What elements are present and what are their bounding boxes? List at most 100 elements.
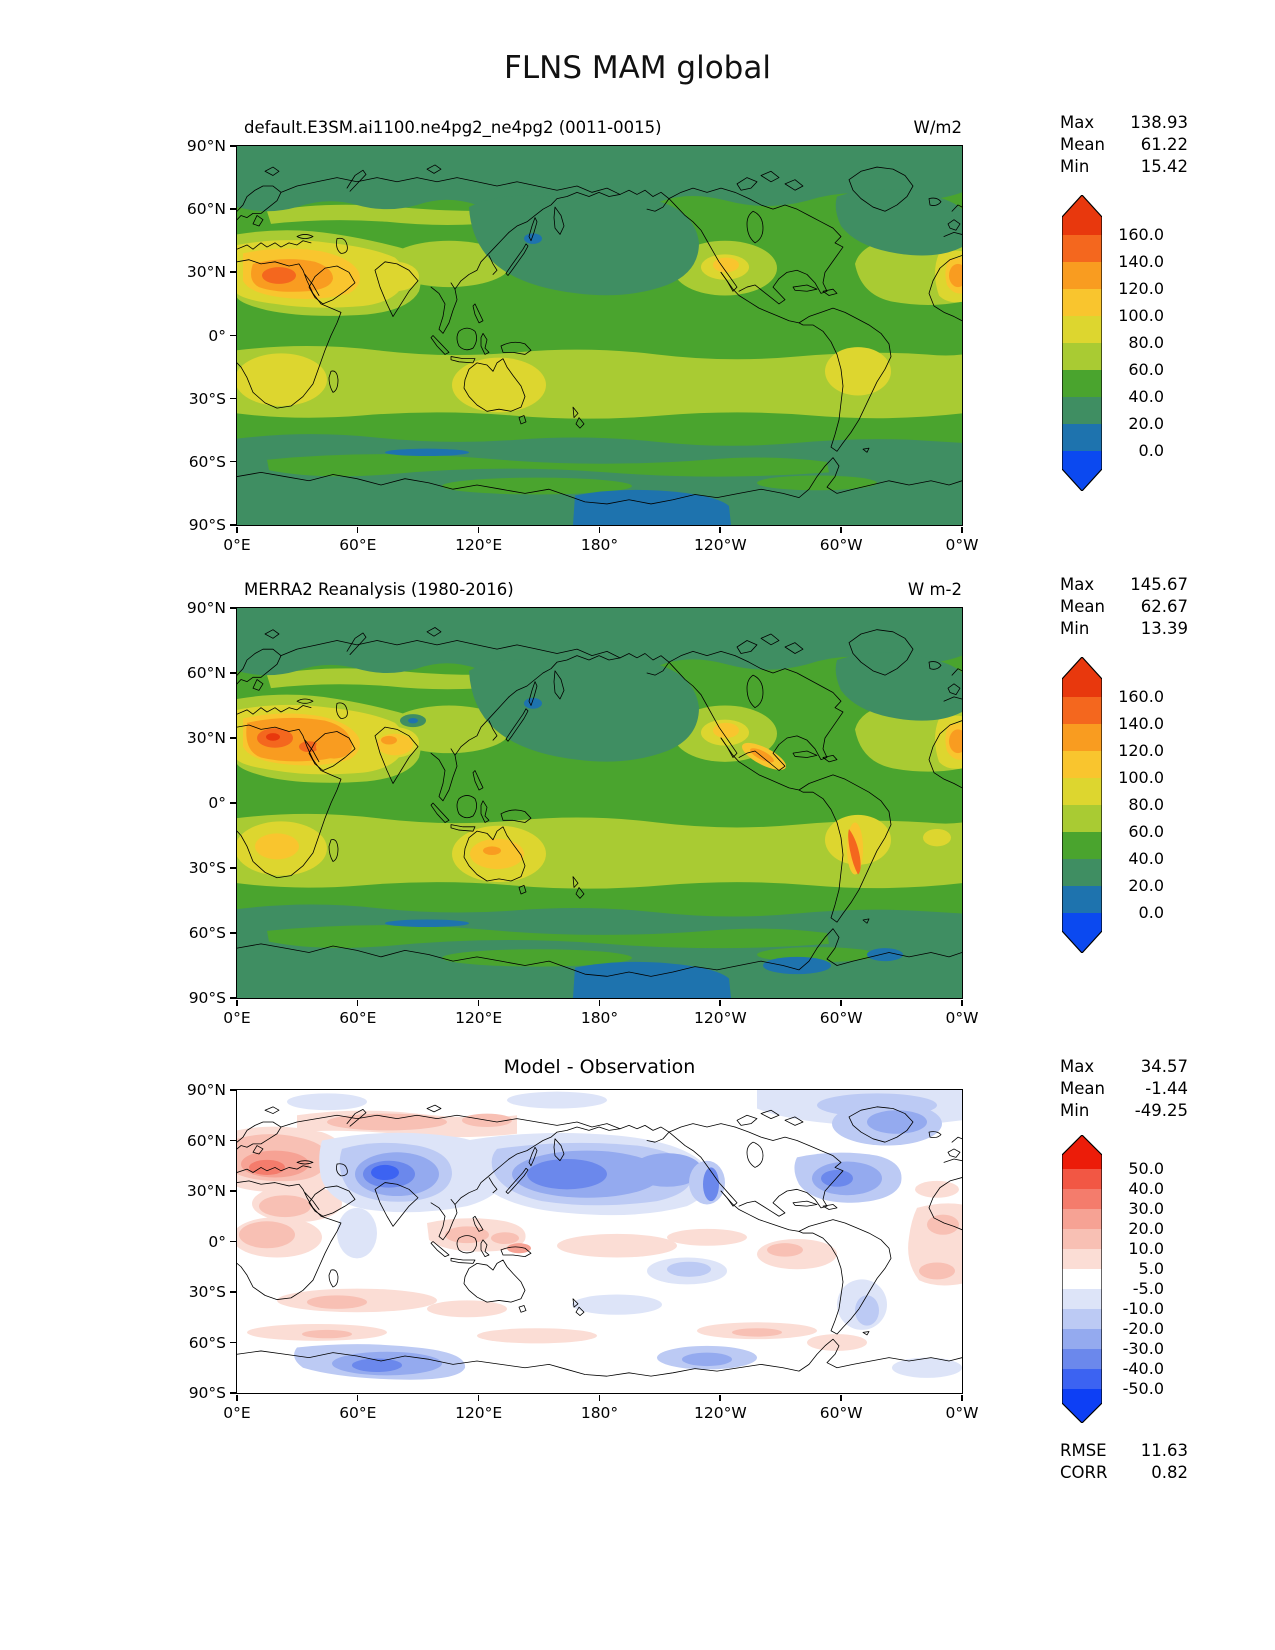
x-tick-label: 120°E (455, 1009, 503, 1027)
stat-label: Max (1060, 113, 1095, 132)
map-difference (236, 1089, 963, 1394)
x-tick-mark (840, 1395, 842, 1401)
colorbar-segment (1062, 289, 1102, 316)
y-tick-mark (230, 524, 236, 526)
colorbar-tick-label: 0.0 (1138, 441, 1164, 460)
stat-row: Max 34.57 (1060, 1056, 1188, 1078)
x-tick-mark (598, 1000, 600, 1006)
x-tick-mark (598, 1395, 600, 1401)
colorbar-tick-label: 80.0 (1128, 333, 1164, 352)
panel-model-subtitle: default.E3SM.ai1100.ne4pg2_ne4pg2 (0011-… (244, 118, 662, 137)
colorbar-segment (1062, 262, 1102, 289)
colorbar-segment (1062, 1249, 1102, 1269)
x-tick-mark (719, 527, 721, 533)
x-tick-label: 60°W (819, 1404, 863, 1422)
colorbar-segment (1062, 832, 1102, 859)
x-tick-label: 120°E (455, 1404, 503, 1422)
y-tick-mark (230, 1392, 236, 1394)
y-tick-label: 90°S (188, 1384, 226, 1402)
y-tick-label: 90°S (188, 989, 226, 1007)
y-tick-mark (230, 460, 236, 463)
y-tick-mark (230, 672, 236, 674)
colorbar: 160.0 140.0 120.0 100.0 80.0 60.0 40.0 20.0 0.0 (1061, 194, 1172, 492)
y-tick-mark (230, 397, 236, 400)
colorbar-tick-label: 0.0 (1138, 903, 1164, 922)
panel-difference-title: Model - Observation (503, 1056, 696, 1078)
stat-label: Min (1060, 619, 1090, 638)
x-tick-mark (840, 1000, 842, 1006)
map-observation (236, 607, 963, 999)
y-tick-mark (230, 867, 236, 869)
colorbar-segment (1062, 195, 1102, 235)
colorbar-segment (1062, 235, 1102, 262)
x-tick-label: 60°E (339, 1009, 377, 1027)
stat-label: Max (1060, 575, 1095, 594)
colorbar-segment (1062, 1349, 1102, 1369)
colorbar-tick-label: -20.0 (1122, 1319, 1164, 1338)
x-tick-mark (719, 1395, 721, 1401)
colorbar-tick-label: -40.0 (1122, 1359, 1164, 1378)
colorbar-segment (1062, 657, 1102, 697)
stat-label: Mean (1060, 135, 1105, 154)
colorbar-tick-label: 40.0 (1128, 849, 1164, 868)
colorbar-segment (1062, 913, 1102, 953)
colorbar-tick-label: 20.0 (1128, 414, 1164, 433)
colorbar-tick-label: 10.0 (1128, 1239, 1164, 1258)
stat-label: Mean (1060, 1079, 1105, 1098)
y-tick-mark (230, 1190, 236, 1192)
panel-difference-metrics: RMSE 11.63 CORR 0.82 (1060, 1440, 1188, 1484)
x-tick-mark (236, 1000, 238, 1006)
colorbar-segment (1062, 451, 1102, 491)
stat-label: RMSE (1060, 1441, 1107, 1460)
x-tick-mark (477, 1395, 480, 1401)
panel-model-units: W/m2 (913, 118, 962, 137)
x-tick-label: 0°W (945, 536, 979, 554)
colorbar-segment (1062, 751, 1102, 778)
stat-value: 34.57 (1140, 1057, 1188, 1076)
stat-label: Min (1060, 1101, 1090, 1120)
colorbar-svg (1061, 1134, 1103, 1424)
y-tick-mark (230, 1240, 236, 1242)
y-tick-mark (230, 208, 236, 210)
colorbar-segment (1062, 724, 1102, 751)
colorbar-segment (1062, 370, 1102, 397)
stat-row: RMSE 11.63 (1060, 1440, 1188, 1462)
colorbar-svg (1061, 656, 1103, 954)
map-model-svg (237, 146, 962, 525)
colorbar-tick-label: 40.0 (1128, 1179, 1164, 1198)
colorbar-segment (1062, 1229, 1102, 1249)
x-tick-label: 60°W (819, 536, 863, 554)
stat-label: Max (1060, 1057, 1095, 1076)
y-tick-label: 30°S (188, 389, 226, 408)
stat-label: Mean (1060, 597, 1105, 616)
map-observation-svg (237, 608, 962, 998)
map-model (236, 145, 963, 526)
stat-value: 13.39 (1140, 619, 1188, 638)
y-tick-label: 30°S (188, 1283, 226, 1301)
colorbar-segment (1062, 1369, 1102, 1389)
colorbar: 50.0 40.0 30.0 20.0 10.0 5.0 -5.0 -10.0 -20.0 -30… (1061, 1134, 1172, 1424)
x-tick-label: 180° (580, 1404, 619, 1422)
stat-value: -49.25 (1134, 1101, 1188, 1120)
x-tick-label: 0°E (223, 1009, 251, 1027)
x-tick-mark (477, 527, 480, 533)
x-tick-label: 0°W (945, 1009, 979, 1027)
stat-row: Mean 61.22 (1060, 134, 1188, 156)
panel-observation-subtitle: MERRA2 Reanalysis (1980-2016) (244, 580, 514, 599)
x-tick-label: 180° (580, 536, 619, 554)
x-tick-label: 0°W (945, 1404, 979, 1422)
colorbar-tick-label: 120.0 (1118, 741, 1164, 760)
colorbar-segment (1062, 859, 1102, 886)
colorbar-tick-label: 40.0 (1128, 387, 1164, 406)
y-tick-mark (230, 1341, 236, 1343)
panel-model-stats: Max 138.93 Mean 61.22 Min 15.42 (1060, 112, 1188, 178)
colorbar-tick-label: 80.0 (1128, 795, 1164, 814)
y-tick-mark (230, 737, 236, 739)
x-tick-mark (961, 1395, 963, 1401)
stat-row: Mean -1.44 (1060, 1078, 1188, 1100)
stat-label: CORR (1060, 1463, 1108, 1482)
x-tick-mark (840, 527, 842, 533)
x-tick-mark (598, 527, 600, 533)
x-tick-label: 120°E (455, 536, 503, 554)
y-tick-label: 60°S (188, 452, 226, 471)
